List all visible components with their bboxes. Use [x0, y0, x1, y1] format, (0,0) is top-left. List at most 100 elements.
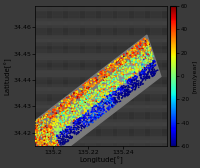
Point	[149, 67, 152, 70]
Point	[111, 79, 114, 82]
Point	[84, 121, 87, 123]
Point	[122, 88, 125, 90]
Point	[117, 65, 120, 68]
Point	[48, 142, 51, 145]
Point	[100, 84, 103, 87]
Point	[111, 100, 115, 102]
Point	[43, 143, 47, 146]
Point	[64, 104, 67, 107]
Point	[111, 98, 114, 101]
Point	[148, 49, 152, 52]
Point	[63, 132, 66, 135]
Point	[68, 108, 71, 111]
Point	[102, 90, 105, 93]
Point	[56, 139, 59, 142]
Point	[134, 54, 137, 57]
Point	[109, 80, 112, 83]
Point	[38, 121, 42, 124]
Point	[50, 127, 53, 129]
Point	[46, 131, 50, 134]
Point	[47, 137, 50, 140]
Point	[39, 131, 42, 134]
Point	[67, 99, 71, 101]
Point	[105, 71, 108, 74]
Point	[56, 123, 59, 126]
Point	[138, 70, 141, 72]
Point	[115, 65, 118, 67]
Point	[106, 95, 109, 98]
Point	[47, 129, 50, 132]
Point	[38, 141, 41, 144]
Point	[101, 93, 104, 96]
Point	[48, 141, 52, 144]
Point	[123, 79, 126, 82]
Point	[40, 142, 43, 145]
Point	[52, 108, 55, 111]
Point	[122, 69, 125, 72]
Point	[49, 125, 52, 128]
Point	[125, 65, 129, 68]
Point	[71, 114, 74, 117]
Point	[100, 74, 104, 77]
Point	[97, 99, 100, 102]
Point	[145, 43, 148, 45]
Point	[94, 90, 97, 93]
Point	[61, 142, 64, 145]
Point	[143, 50, 146, 52]
Point	[126, 93, 129, 95]
Point	[114, 99, 117, 101]
Point	[77, 93, 80, 96]
Point	[37, 124, 40, 127]
Point	[58, 118, 61, 121]
Bar	[35, 65, 167, 69]
Point	[107, 74, 111, 77]
Point	[99, 109, 102, 112]
Point	[79, 104, 82, 107]
Point	[95, 94, 98, 96]
Point	[97, 87, 100, 90]
Point	[95, 102, 99, 105]
Point	[148, 58, 151, 61]
Point	[119, 89, 122, 92]
Point	[128, 79, 131, 82]
Point	[53, 117, 56, 120]
Point	[52, 142, 55, 145]
Point	[152, 71, 155, 74]
Point	[145, 40, 148, 43]
Point	[63, 139, 67, 142]
Point	[119, 88, 123, 91]
Point	[115, 73, 118, 76]
Point	[151, 55, 155, 57]
Point	[110, 105, 113, 107]
Point	[125, 52, 128, 55]
Point	[130, 49, 133, 52]
Point	[88, 95, 91, 97]
Point	[65, 112, 68, 114]
Point	[59, 122, 62, 125]
Point	[94, 89, 97, 91]
Point	[100, 92, 103, 94]
Point	[120, 55, 123, 58]
Point	[46, 115, 49, 117]
Point	[153, 73, 156, 76]
Point	[65, 108, 68, 110]
Point	[84, 104, 87, 107]
Point	[100, 86, 104, 89]
Point	[106, 97, 109, 99]
Point	[100, 95, 103, 98]
Point	[140, 77, 143, 80]
Point	[49, 144, 52, 146]
Point	[43, 130, 46, 133]
Point	[83, 97, 87, 100]
Point	[115, 70, 118, 73]
Point	[135, 76, 138, 78]
Point	[115, 85, 118, 88]
Point	[141, 72, 144, 75]
Point	[130, 79, 133, 81]
Point	[87, 93, 90, 96]
Point	[149, 48, 152, 51]
Point	[116, 97, 120, 100]
Point	[88, 107, 92, 110]
Point	[151, 74, 154, 77]
Point	[83, 109, 86, 111]
